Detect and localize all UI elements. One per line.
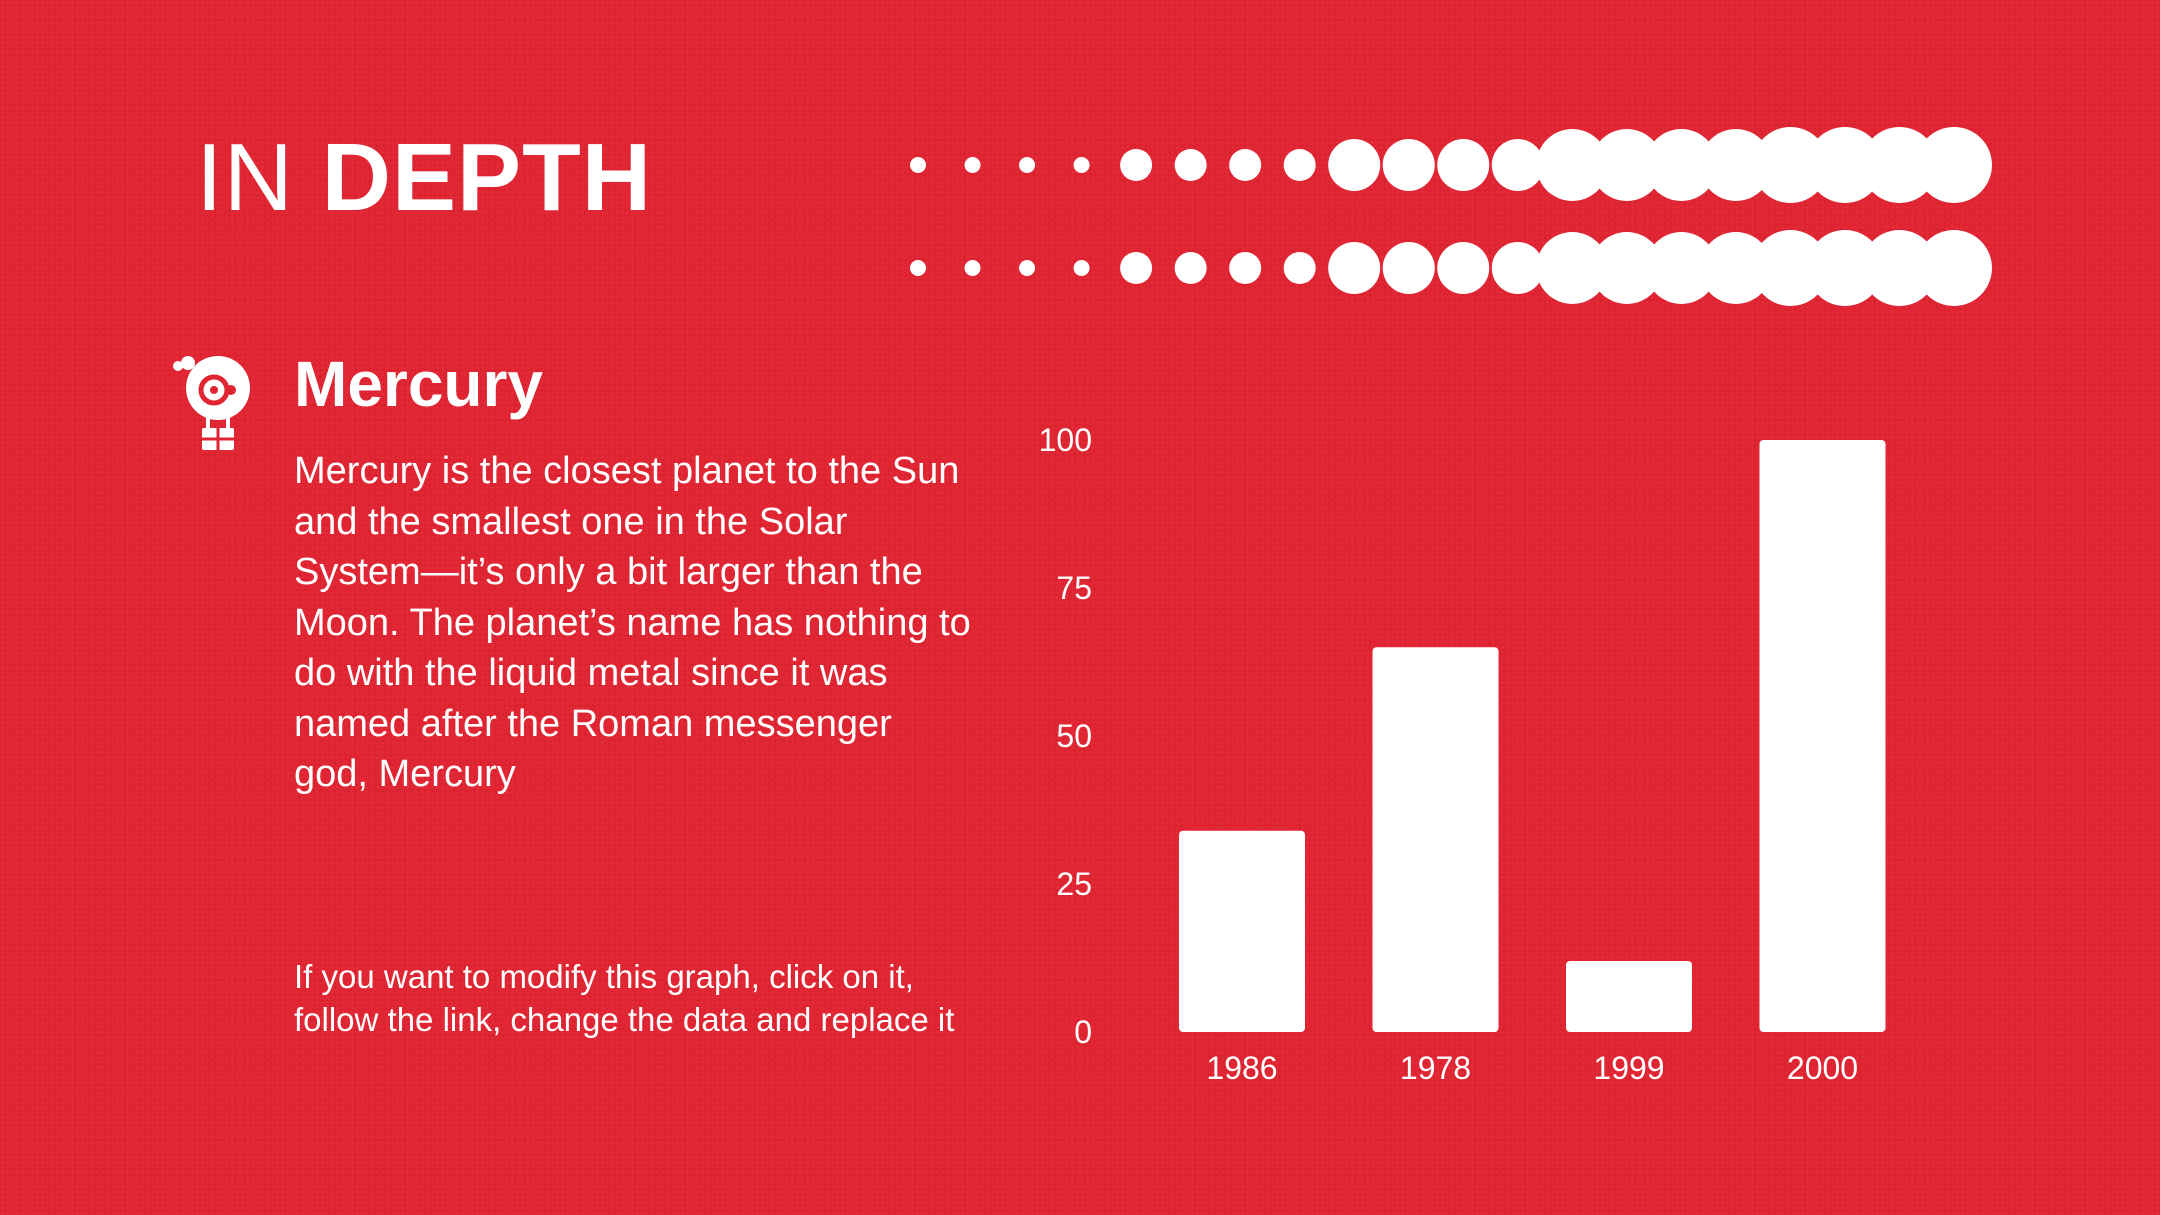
- x-tick-label: 1999: [1593, 1050, 1664, 1086]
- decorative-dot: [1382, 139, 1435, 191]
- decorative-dot: [1536, 232, 1609, 304]
- decorative-dot: [1283, 149, 1316, 181]
- decorative-dot: [1019, 260, 1036, 276]
- decorative-dot: [1752, 230, 1829, 306]
- x-tick-label: 2000: [1787, 1050, 1858, 1086]
- decorative-dot: [1536, 129, 1609, 201]
- decorative-dot: [964, 260, 981, 276]
- decorative-dot: [1073, 157, 1090, 173]
- decorative-dot: [1229, 149, 1262, 181]
- decorative-dot: [1916, 230, 1992, 306]
- decorative-dot: [910, 260, 926, 276]
- x-tick-label: 1978: [1400, 1050, 1471, 1086]
- bar-chart: 0 25 50 75 100 1986 1978 1999 2000: [1039, 422, 1886, 1086]
- bar-2000: [1759, 440, 1886, 1032]
- y-tick-label: 0: [1074, 1014, 1092, 1050]
- decorative-dot: [1861, 127, 1938, 203]
- y-tick-label: 25: [1056, 866, 1092, 902]
- decorative-dot: [1645, 129, 1718, 201]
- decorative-dot: [1437, 242, 1490, 294]
- decorative-dot: [1229, 252, 1262, 284]
- title-light: IN: [196, 124, 294, 231]
- title-bold: DEPTH: [321, 124, 653, 231]
- page-title: IN DEPTH: [196, 118, 652, 238]
- decorative-dot: [1861, 230, 1938, 306]
- decorative-dot: [1174, 149, 1207, 181]
- decorative-dot: [1382, 242, 1435, 294]
- section-title: Mercury: [294, 348, 543, 420]
- decorative-dot: [1120, 252, 1153, 284]
- decorative-dot: [1916, 127, 1992, 203]
- bar-1999: [1566, 960, 1692, 1032]
- bar-1978: [1372, 647, 1499, 1032]
- x-tick-label: 1986: [1206, 1050, 1277, 1086]
- decorative-dots: [910, 127, 1992, 306]
- decorative-dot: [1645, 232, 1718, 304]
- decorative-dot: [1283, 252, 1316, 284]
- decorative-dot: [1590, 232, 1663, 304]
- decorative-dot: [1073, 260, 1090, 276]
- decorative-dot: [1019, 157, 1036, 173]
- hot-air-balloon-icon: [173, 356, 250, 450]
- decorative-dot: [1752, 127, 1829, 203]
- decorative-dot: [1491, 139, 1544, 191]
- decorative-dot: [1699, 129, 1772, 201]
- decorative-dot: [1437, 139, 1490, 191]
- decorative-dot: [910, 157, 926, 173]
- y-tick-label: 75: [1056, 570, 1092, 606]
- y-tick-label: 50: [1056, 718, 1092, 754]
- decorative-dot: [964, 157, 981, 173]
- decorative-dot: [1806, 127, 1883, 203]
- decorative-dot: [1806, 230, 1883, 306]
- decorative-dot: [1328, 242, 1381, 294]
- decorative-dot: [1120, 149, 1153, 181]
- decorative-dot: [1174, 252, 1207, 284]
- decorative-dot: [1699, 232, 1772, 304]
- decorative-dot: [1491, 242, 1544, 294]
- chart-note: If you want to modify this graph, click …: [294, 958, 955, 1038]
- y-tick-label: 100: [1039, 422, 1092, 458]
- decorative-dot: [1590, 129, 1663, 201]
- decorative-dot: [1328, 139, 1381, 191]
- bar-1986: [1179, 830, 1305, 1032]
- section-body: Mercury is the closest planet to the Sun…: [294, 450, 971, 795]
